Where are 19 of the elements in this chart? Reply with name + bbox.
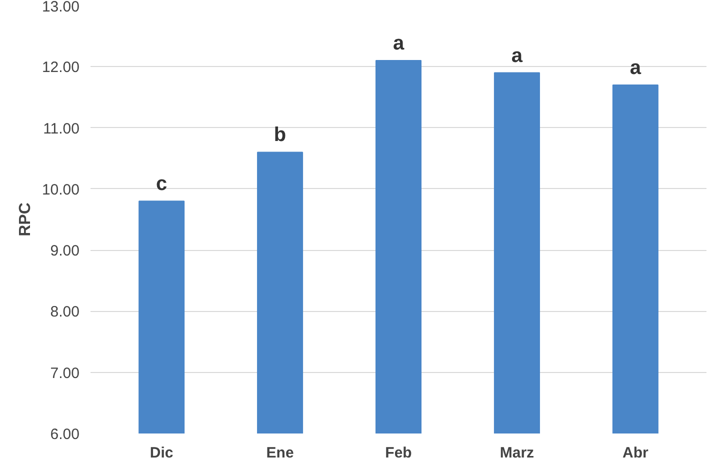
y-tick-label: 10.00	[42, 181, 80, 198]
y-axis-title: RPC	[16, 202, 34, 236]
x-tick-label: Dic	[150, 444, 174, 462]
y-tick-label: 13.00	[42, 0, 80, 16]
x-tick-label: Feb	[385, 444, 412, 462]
y-tick-label: 8.00	[50, 304, 80, 321]
y-tick-label: 9.00	[50, 242, 80, 260]
x-tick-label: Ene	[266, 444, 294, 462]
y-tick-label: 7.00	[50, 364, 80, 382]
x-tick-label: Marz	[500, 444, 534, 462]
x-tick-label: Abr	[622, 444, 648, 462]
annotation: a	[511, 44, 524, 67]
y-tick-label: 11.00	[43, 120, 80, 138]
annotation: c	[156, 173, 168, 196]
y-tick-label: 6.00	[50, 426, 80, 443]
y-tick-label: 12.00	[42, 59, 80, 76]
annotation: a	[630, 56, 642, 79]
annotation: a	[392, 32, 405, 55]
annotation: b	[274, 124, 286, 146]
